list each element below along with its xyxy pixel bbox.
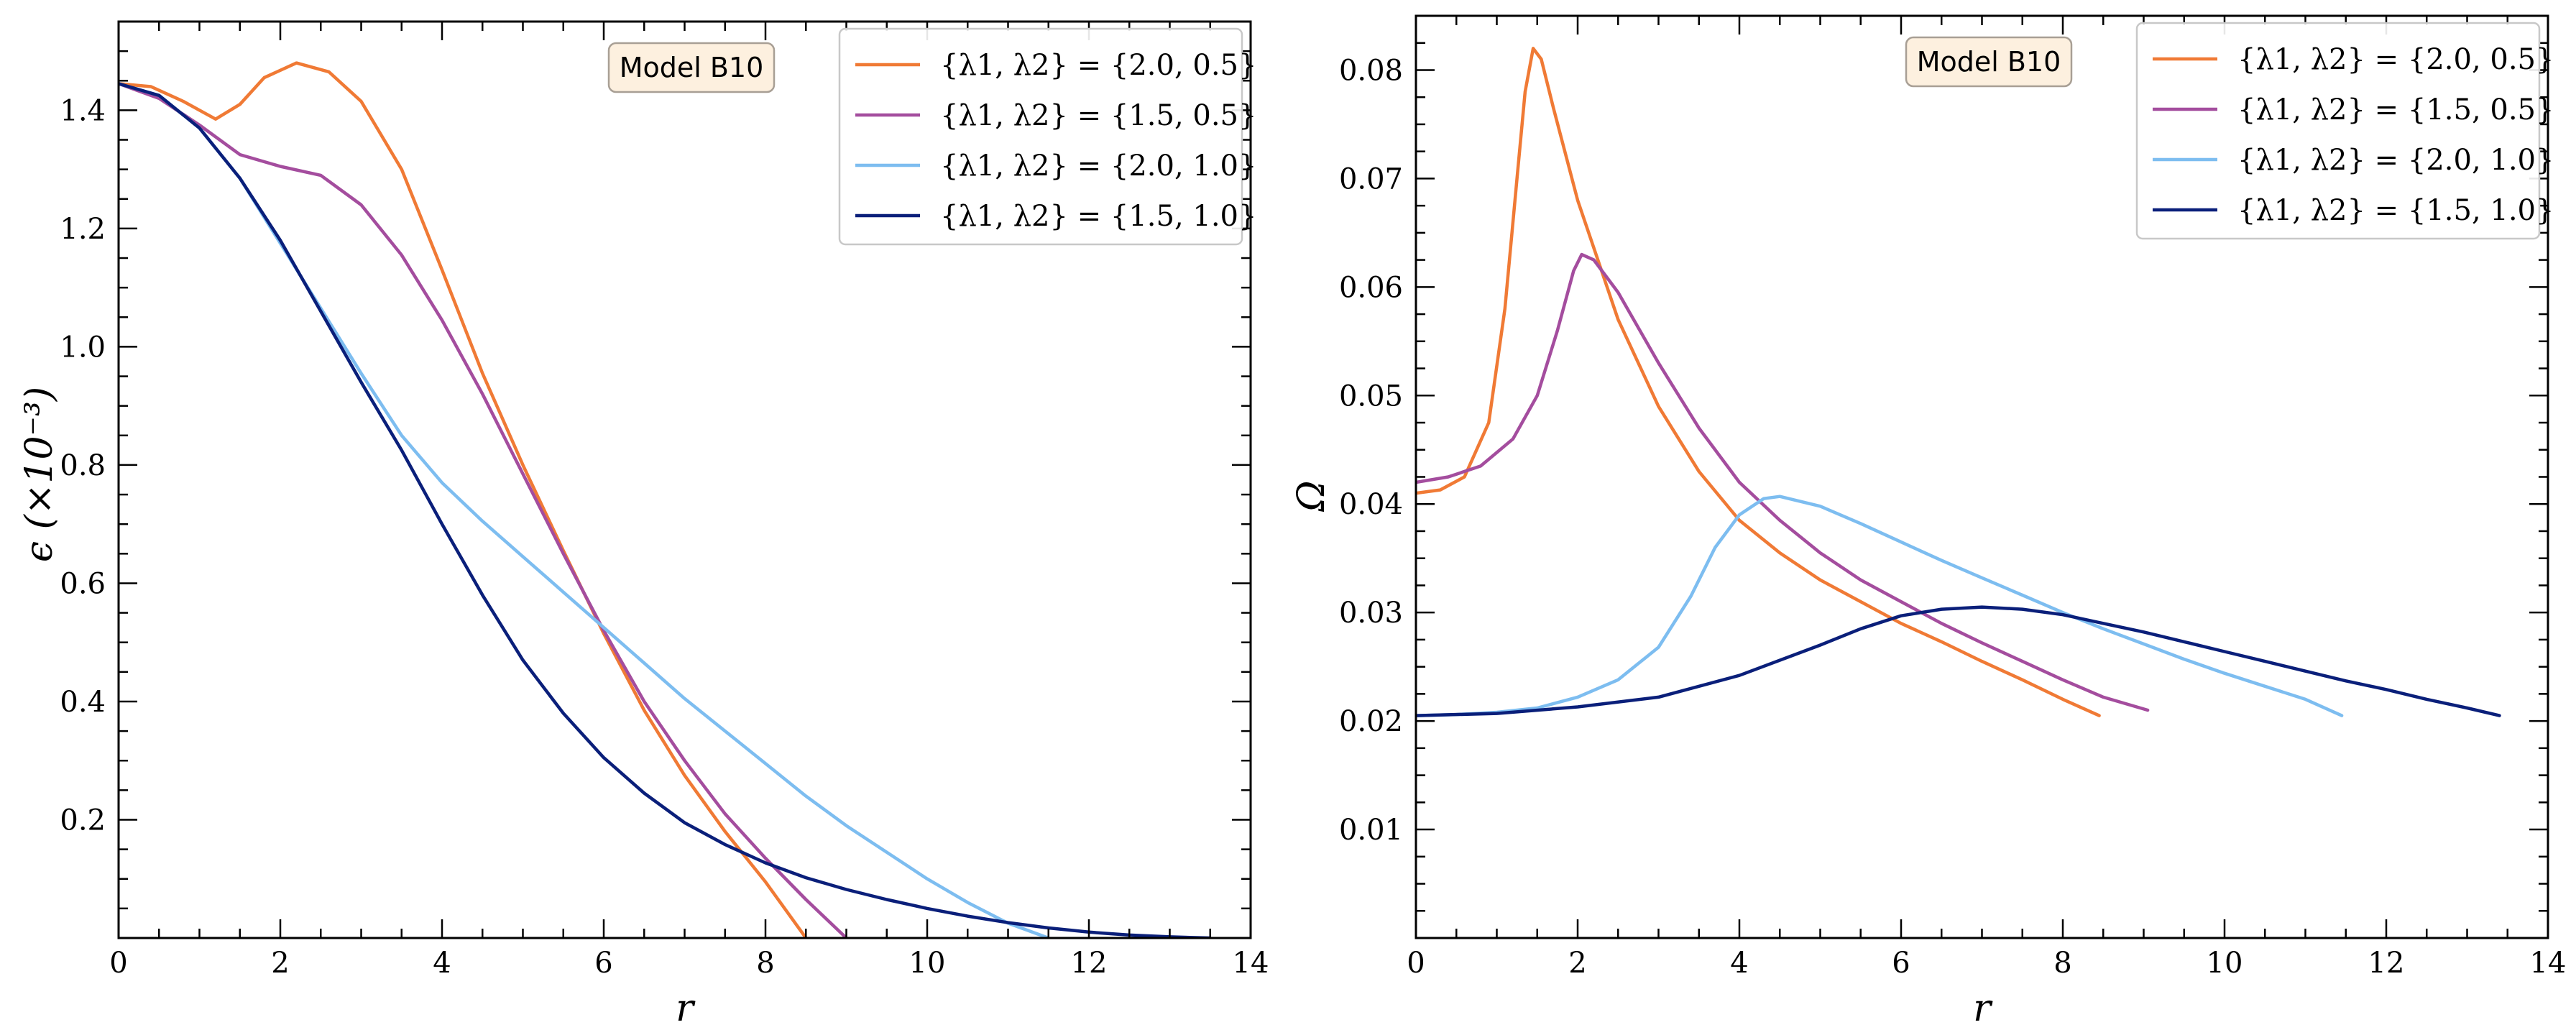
series-line-0 [1416, 47, 2101, 717]
x-tick-label: 4 [1730, 947, 1748, 980]
y-tick-label: 0.03 [1339, 597, 1403, 630]
y-tick-label: 0.8 [60, 449, 106, 482]
x-tick-label: 6 [1892, 947, 1910, 980]
tick-marks [1414, 14, 2549, 939]
x-tick-label: 14 [1233, 947, 1269, 980]
y-tick-label: 1.2 [60, 213, 106, 246]
series-group [119, 61, 1213, 938]
y-tick-label: 0.05 [1339, 380, 1403, 413]
x-axis-label: r [676, 987, 696, 1030]
y-tick-label: 0.08 [1339, 54, 1403, 87]
legend-entry-0: {λ1, λ2} = {2.0, 0.5} [2237, 43, 2554, 76]
model-label: Model B10 [1917, 46, 2061, 78]
model-label-box [1905, 36, 2073, 88]
x-tick-label: 6 [594, 947, 612, 980]
legend-entry-3: {λ1, λ2} = {1.5, 1.0} [2237, 194, 2554, 227]
y-tick-label: 0.04 [1339, 488, 1403, 521]
x-tick-label: 8 [756, 947, 774, 980]
x-tick-label: 10 [909, 947, 946, 980]
series-line-3 [1416, 605, 2501, 717]
series-line-3 [119, 82, 1213, 938]
legend-entry-1: {λ1, λ2} = {1.5, 0.5} [2237, 93, 2554, 127]
legend-entry-2: {λ1, λ2} = {2.0, 1.0} [940, 150, 1256, 183]
x-tick-label: 10 [2207, 947, 2243, 980]
y-axis-label: ϵ (×10⁻³) [18, 387, 61, 562]
series-line-2 [1416, 495, 2344, 717]
x-tick-label: 8 [2053, 947, 2071, 980]
legend-box [838, 27, 1243, 246]
y-axis-label: Ω [1290, 480, 1333, 512]
legend-entry-1: {λ1, λ2} = {1.5, 0.5} [940, 99, 1256, 132]
panel-epsilon: 0 2 4 6 8 10 12 14 0.2 0.4 0.6 0.8 1.0 1.2 1.4 r ϵ (×10⁻… [18, 20, 1269, 1030]
x-tick-label: 14 [2530, 947, 2567, 980]
y-tick-label: 0.6 [60, 567, 106, 600]
series-line-1 [1416, 252, 2150, 712]
x-tick-label: 0 [1407, 947, 1425, 980]
x-tick-label: 2 [271, 947, 289, 980]
series-group [1416, 47, 2501, 717]
legend-entry-3: {λ1, λ2} = {1.5, 1.0} [940, 200, 1256, 233]
y-tick-label: 1.0 [60, 331, 106, 364]
x-tick-label: 12 [2368, 947, 2405, 980]
y-tick-label: 1.4 [60, 94, 106, 127]
x-tick-label: 4 [433, 947, 451, 980]
y-tick-label: 0.02 [1339, 705, 1403, 738]
model-label: Model B10 [620, 52, 764, 83]
legend-entry-0: {λ1, λ2} = {2.0, 0.5} [940, 49, 1256, 82]
legend-box [2135, 22, 2541, 240]
legend-entry-2: {λ1, λ2} = {2.0, 1.0} [2237, 144, 2554, 177]
y-tick-label: 0.4 [60, 686, 106, 719]
y-tick-label: 0.06 [1339, 271, 1403, 304]
x-tick-label: 2 [1568, 947, 1586, 980]
panel-omega: 0 2 4 6 8 10 12 14 0.01 0.02 0.03 0.04 0.05 0.06 0.07 0… [1290, 14, 2567, 1030]
x-tick-label: 0 [109, 947, 127, 980]
y-tick-label: 0.2 [60, 804, 106, 837]
y-tick-label: 0.07 [1339, 162, 1403, 196]
x-axis-label: r [1973, 987, 1993, 1030]
model-label-box [607, 42, 776, 93]
x-tick-label: 12 [1071, 947, 1108, 980]
y-tick-label: 0.01 [1339, 814, 1403, 847]
series-line-0 [119, 61, 808, 938]
series-line-1 [119, 82, 848, 938]
